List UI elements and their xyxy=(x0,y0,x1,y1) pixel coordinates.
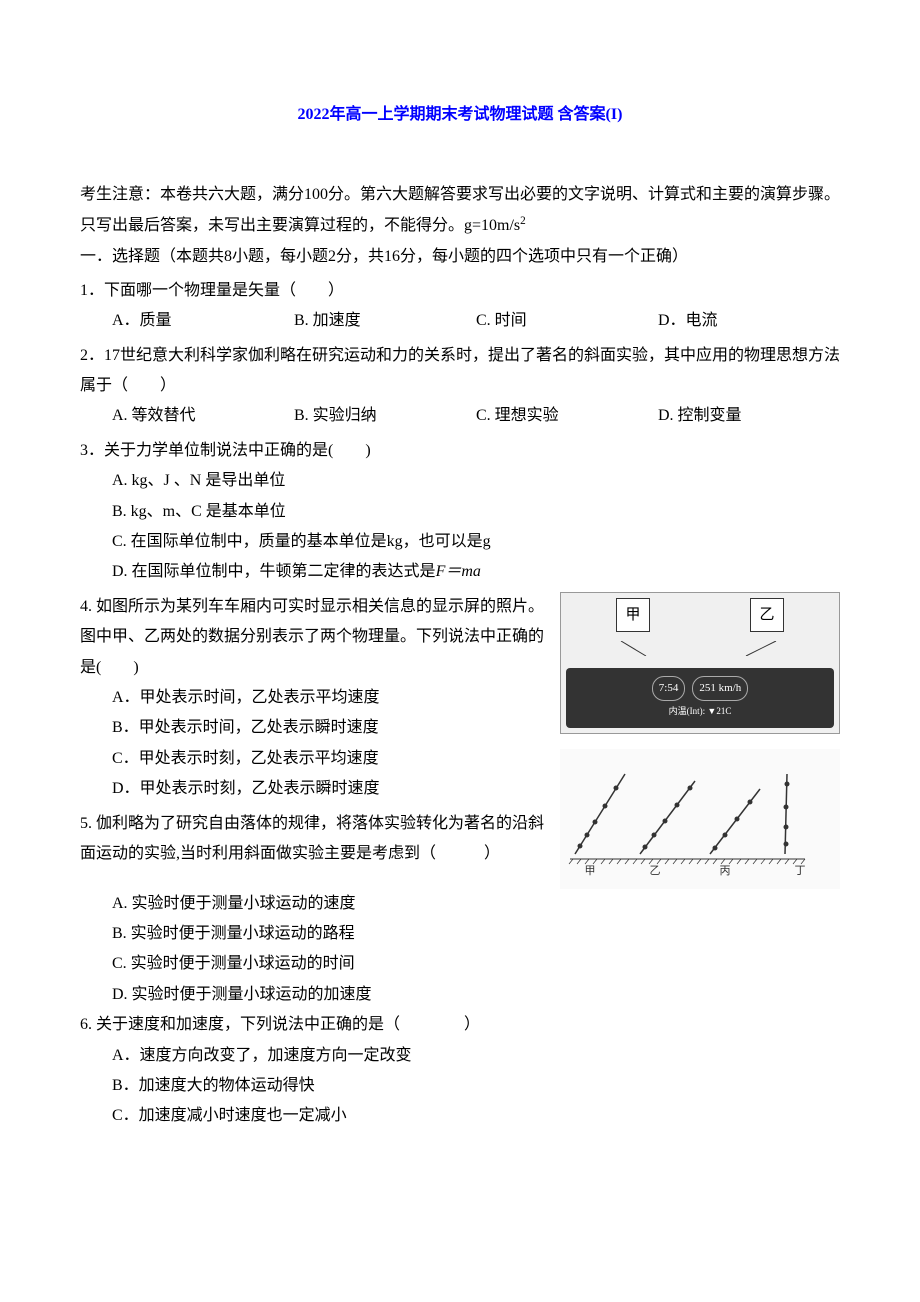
q2-opt-b: B. 实验归纳 xyxy=(294,401,476,431)
q4-opt-c: C．甲处表示时刻，乙处表示平均速度 xyxy=(112,744,550,774)
arrow-lines xyxy=(566,641,834,656)
q2-opt-c: C. 理想实验 xyxy=(476,401,658,431)
q6-opt-c: C．加速度减小时速度也一定减小 xyxy=(112,1101,840,1131)
question-5: 5. 伽利略为了研究自由落体的规律，将落体实验转化为著名的沿斜面运动的实验,当时… xyxy=(80,809,550,870)
svg-text:丙: 丙 xyxy=(720,865,731,877)
q2-opt-d: D. 控制变量 xyxy=(658,401,840,431)
section-1-header: 一．选择题（本题共8小题，每小题2分，共16分，每小题的四个选项中只有一个正确） xyxy=(80,242,840,272)
display-screen: 7:54 251 km/h 内温(Int): ▼21C xyxy=(566,668,834,728)
q5-text: 5. 伽利略为了研究自由落体的规律，将落体实验转化为著名的沿斜面运动的实验,当时… xyxy=(80,809,550,870)
display-temp: 内温(Int): ▼21C xyxy=(570,703,830,720)
q1-opt-c: C. 时间 xyxy=(476,306,658,336)
question-4: 4. 如图所示为某列车车厢内可实时显示相关信息的显示屏的照片。图中甲、乙两处的数… xyxy=(80,592,550,805)
question-3: 3．关于力学单位制说法中正确的是( ) A. kg、J 、N 是导出单位 B. … xyxy=(80,436,840,588)
q4-text: 4. 如图所示为某列车车厢内可实时显示相关信息的显示屏的照片。图中甲、乙两处的数… xyxy=(80,592,550,683)
q1-opt-b: B. 加速度 xyxy=(294,306,476,336)
q1-text: 1．下面哪一个物理量是矢量（ ） xyxy=(80,276,840,306)
question-6: 6. 关于速度和加速度，下列说法中正确的是（ ） A．速度方向改变了，加速度方向… xyxy=(80,1010,840,1132)
incline-diagram: 甲乙丙丁 xyxy=(560,749,840,889)
q4-opt-a: A．甲处表示时间，乙处表示平均速度 xyxy=(112,683,550,713)
q1-opt-d: D．电流 xyxy=(658,306,840,336)
q5-opt-d: D. 实验时便于测量小球运动的加速度 xyxy=(112,980,840,1010)
q6-opt-a: A．速度方向改变了，加速度方向一定改变 xyxy=(112,1041,840,1071)
q6-opt-b: B．加速度大的物体运动得快 xyxy=(112,1071,840,1101)
page-title: 2022年高一上学期期末考试物理试题 含答案(I) xyxy=(80,100,840,130)
q2-text: 2．17世纪意大利科学家伽利略在研究运动和力的关系时，提出了著名的斜面实验，其中… xyxy=(80,341,840,402)
label-jia: 甲 xyxy=(616,598,649,633)
display-time: 7:54 xyxy=(652,676,686,701)
q3-opt-a: A. kg、J 、N 是导出单位 xyxy=(112,466,840,496)
q5-options: A. 实验时便于测量小球运动的速度 B. 实验时便于测量小球运动的路程 C. 实… xyxy=(80,889,840,1011)
q6-text: 6. 关于速度和加速度，下列说法中正确的是（ ） xyxy=(80,1010,840,1040)
display-speed: 251 km/h xyxy=(692,676,748,701)
q5-opt-c: C. 实验时便于测量小球运动的时间 xyxy=(112,949,840,979)
q2-opt-a: A. 等效替代 xyxy=(112,401,294,431)
q3-opt-d: D. 在国际单位制中，牛顿第二定律的表达式是F＝ma xyxy=(112,557,840,587)
q3-opt-c: C. 在国际单位制中，质量的基本单位是kg，也可以是g xyxy=(112,527,840,557)
svg-text:乙: 乙 xyxy=(650,864,661,877)
intro-text: 考生注意：本卷共六大题，满分100分。第六大题解答要求写出必要的文字说明、计算式… xyxy=(80,180,840,241)
question-1: 1．下面哪一个物理量是矢量（ ） A．质量 B. 加速度 C. 时间 D．电流 xyxy=(80,276,840,337)
svg-text:丁: 丁 xyxy=(795,865,806,877)
label-yi: 乙 xyxy=(750,598,783,633)
question-2: 2．17世纪意大利科学家伽利略在研究运动和力的关系时，提出了著名的斜面实验，其中… xyxy=(80,341,840,432)
q5-opt-b: B. 实验时便于测量小球运动的路程 xyxy=(112,919,840,949)
q3-text: 3．关于力学单位制说法中正确的是( ) xyxy=(80,436,840,466)
q4-opt-b: B．甲处表示时间，乙处表示瞬时速度 xyxy=(112,713,550,743)
svg-text:甲: 甲 xyxy=(585,865,596,877)
train-display-figure: 甲 乙 7:54 251 km/h 内温(Int): ▼21C xyxy=(560,592,840,734)
q3-opt-b: B. kg、m、C 是基本单位 xyxy=(112,497,840,527)
q4-opt-d: D．甲处表示时刻，乙处表示瞬时速度 xyxy=(112,774,550,804)
incline-svg: 甲乙丙丁 xyxy=(565,759,825,889)
q1-opt-a: A．质量 xyxy=(112,306,294,336)
